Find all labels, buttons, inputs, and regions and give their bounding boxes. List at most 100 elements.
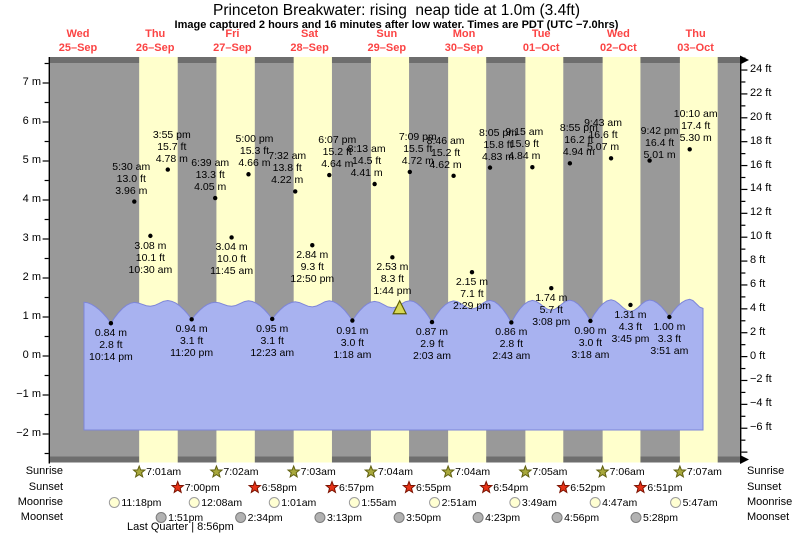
moonrise-icon <box>589 497 601 508</box>
tide-label: 10:10 am 17.4 ft 5.30 m <box>673 108 718 145</box>
right-axis-tick <box>741 391 746 394</box>
right-axis-tick <box>741 117 748 119</box>
tide-label: 8:13 am 14.5 ft 4.41 m <box>347 143 386 179</box>
tide-point-dot <box>270 316 275 322</box>
tide-label: 0.86 m 2.8 ft 2:43 am <box>492 326 531 363</box>
y-axis-label-m: 3 m <box>22 232 41 244</box>
tide-label: 0.95 m 3.1 ft 12:23 am <box>250 322 295 359</box>
tide-label: 3:55 pm 15.7 ft 4.78 m <box>152 128 191 165</box>
y-axis-label-m: −1 m <box>16 388 41 400</box>
left-axis-tick <box>44 452 49 455</box>
day-header-date: 27–Sep <box>213 42 252 54</box>
right-axis-tick <box>741 272 746 274</box>
tide-label: 8:46 am 15.2 ft 4.62 m <box>426 134 465 171</box>
almanac-row-label-left: Moonrise <box>17 495 63 508</box>
moonrise-icon <box>670 497 682 508</box>
sunrise-time: 7:05am <box>532 466 568 478</box>
right-axis-tick <box>741 367 746 370</box>
moonrise-icon <box>429 497 441 508</box>
right-axis-tick <box>741 308 748 310</box>
tide-label: 2.53 m 8.3 ft 1:44 pm <box>373 261 412 298</box>
page-subtitle: Image captured 2 hours and 16 minutes af… <box>174 19 619 31</box>
left-axis-tick <box>42 199 49 201</box>
tide-point-dot <box>567 161 573 166</box>
strip-daylight-segment <box>525 57 564 63</box>
right-axis-tick <box>741 105 746 107</box>
y-axis-label-m: 4 m <box>22 193 41 205</box>
right-axis-line <box>740 57 742 464</box>
left-axis-tick <box>44 101 49 104</box>
moonset-icon <box>314 512 326 523</box>
right-axis-tick <box>741 439 746 441</box>
tide-label: 2.84 m 9.3 ft 12:50 pm <box>290 249 335 286</box>
day-header-weekday: Sat <box>301 28 319 40</box>
day-header-weekday: Thu <box>685 28 706 40</box>
tide-label: 9:15 am 15.9 ft 4.84 m <box>505 126 544 163</box>
day-header-weekday: Tue <box>531 28 551 40</box>
left-axis-tick <box>42 433 49 435</box>
y-axis-label-ft: 2 ft <box>750 325 766 338</box>
day-header-weekday: Thu <box>145 28 166 40</box>
tide-point-dot <box>350 318 355 323</box>
day-header-weekday: Wed <box>606 28 630 40</box>
strip-daylight-segment <box>216 57 255 63</box>
tide-point-dot <box>549 285 554 291</box>
left-axis-tick <box>44 335 49 338</box>
sunset-star-icon <box>479 480 494 494</box>
tide-point-dot <box>407 169 412 175</box>
right-axis-tick <box>741 236 748 238</box>
sunset-time: 7:00pm <box>184 481 220 494</box>
moonset-icon <box>393 512 405 523</box>
tide-label: 6:39 am 13.3 ft 4.05 m <box>191 157 230 194</box>
tide-point-dot <box>588 318 593 324</box>
y-axis-label-m: 0 m <box>22 349 41 361</box>
almanac-row-label-left: Sunset <box>28 480 63 493</box>
tide-label: 0.91 m 3.0 ft 1:18 am <box>333 324 372 361</box>
moonrise-icon <box>108 497 120 508</box>
right-axis-tick <box>741 332 748 334</box>
sunrise-star-icon <box>672 464 687 479</box>
day-header-date: 01–Oct <box>522 42 560 54</box>
right-axis-tick <box>741 153 746 155</box>
right-axis-tick <box>741 403 748 405</box>
moonset-time: 4:56pm <box>564 511 600 524</box>
y-axis-label-ft: 4 ft <box>750 301 766 314</box>
y-axis-label-ft: −2 ft <box>750 373 772 386</box>
right-axis-tick <box>741 451 748 453</box>
tide-point-dot <box>608 156 614 161</box>
tide-point-dot <box>429 319 435 325</box>
left-axis-line <box>48 57 50 464</box>
tide-point-dot <box>148 233 153 239</box>
right-axis-tick <box>741 320 746 322</box>
sunrise-star-icon <box>209 464 224 479</box>
y-axis-label-m: 7 m <box>22 76 41 88</box>
right-axis-tick <box>741 248 746 250</box>
left-axis-tick <box>42 121 49 123</box>
moonset-icon <box>155 512 167 523</box>
sunrise-time: 7:06am <box>609 466 645 478</box>
moonrise-time: 4:47am <box>602 496 638 509</box>
day-header-weekday: Mon <box>452 28 476 40</box>
day-header-date: 02–Oct <box>600 42 637 54</box>
tide-point-dot <box>108 321 114 326</box>
moonrise-icon <box>348 497 360 508</box>
day-header-weekday: Wed <box>66 28 90 40</box>
almanac-row-label-right: Moonset <box>747 510 790 523</box>
strip-daylight-segment <box>525 456 564 463</box>
tide-point-dot <box>293 189 298 194</box>
right-axis-tick <box>741 427 748 429</box>
strip-daylight-segment <box>293 456 332 463</box>
left-axis-tick <box>44 374 49 377</box>
tide-label: 1.74 m 5.7 ft 3:08 pm <box>532 292 571 329</box>
left-axis-tick <box>42 82 49 84</box>
tide-point-dot <box>246 172 251 177</box>
tide-point-dot <box>509 320 514 325</box>
almanac-row-label-left: Sunrise <box>25 465 63 477</box>
current-tide-marker <box>392 299 408 315</box>
sunrise-star-icon <box>132 464 147 479</box>
y-axis-label-m: 5 m <box>22 154 41 166</box>
y-axis-label-ft: 20 ft <box>750 110 772 123</box>
right-axis-tick <box>741 129 746 131</box>
y-axis-label-ft: 18 ft <box>750 134 772 147</box>
